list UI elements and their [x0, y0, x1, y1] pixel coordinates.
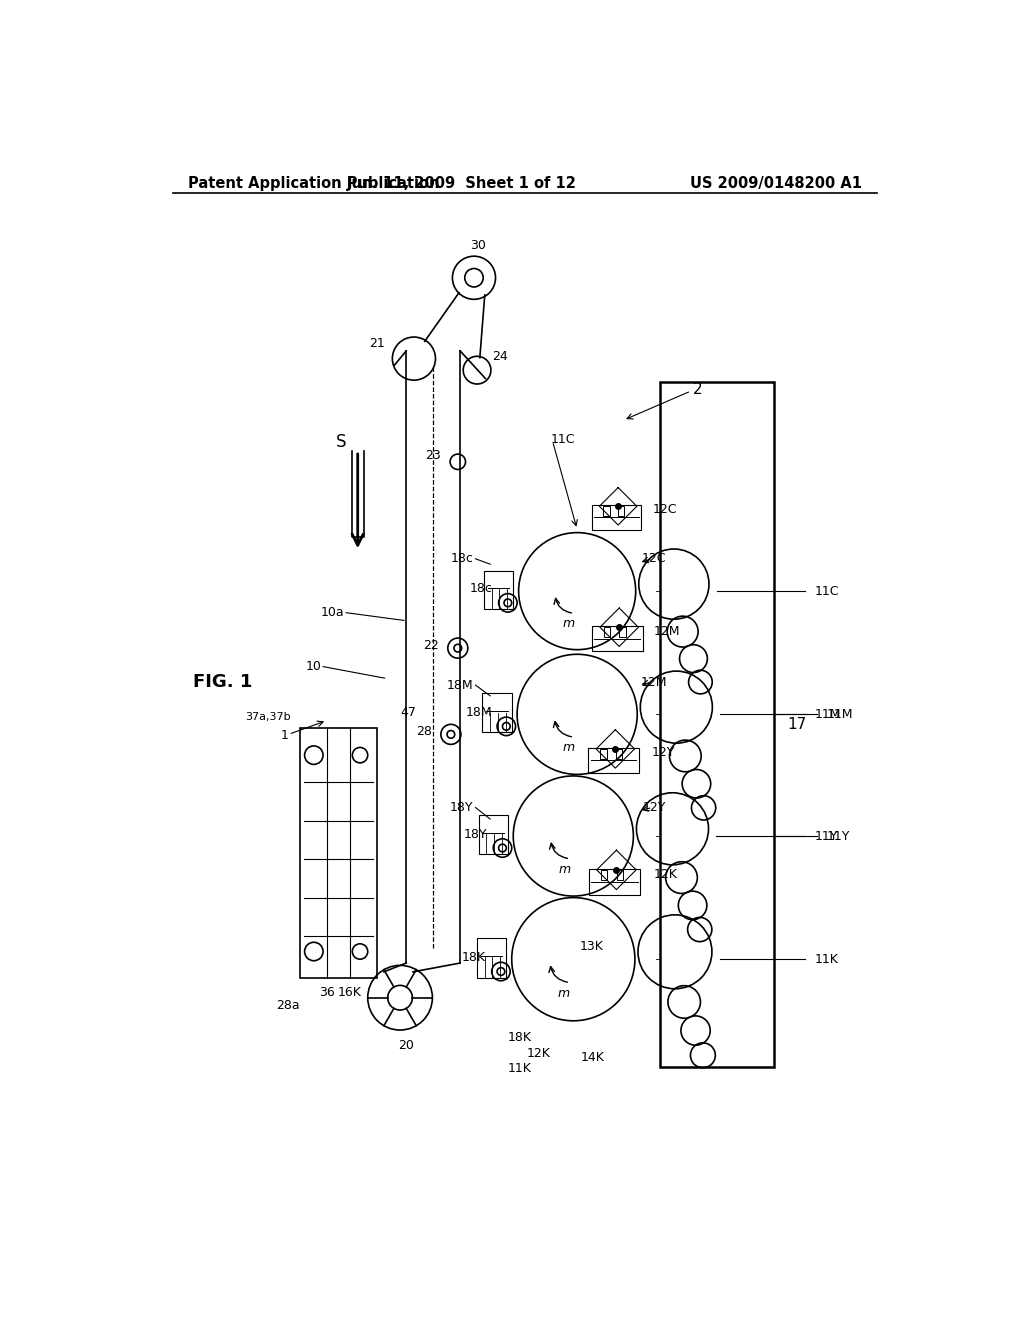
Text: 21: 21 [369, 337, 385, 350]
Text: Jun. 11, 2009  Sheet 1 of 12: Jun. 11, 2009 Sheet 1 of 12 [347, 177, 577, 191]
Text: m: m [562, 741, 574, 754]
Bar [482, 693, 512, 733]
Text: 10: 10 [305, 660, 322, 673]
Text: 11Y: 11Y [814, 829, 838, 842]
Text: 18M: 18M [466, 706, 493, 719]
Bar [620, 627, 626, 638]
Text: m: m [558, 862, 570, 875]
Bar [589, 869, 640, 895]
Text: 18Y: 18Y [464, 828, 487, 841]
Text: 11C: 11C [550, 433, 574, 446]
Bar [300, 729, 377, 978]
Text: 12Y: 12Y [642, 801, 666, 814]
Text: 28: 28 [416, 725, 432, 738]
Bar [618, 506, 625, 516]
Text: 12M: 12M [654, 624, 681, 638]
Text: S: S [336, 433, 346, 450]
Bar [484, 570, 513, 609]
Text: 11Y: 11Y [826, 829, 850, 842]
Bar [616, 870, 623, 880]
Text: 11M: 11M [826, 708, 853, 721]
Text: 12Y: 12Y [651, 746, 675, 759]
Bar [604, 627, 610, 638]
Text: 14K: 14K [581, 1051, 604, 1064]
Text: 12M: 12M [641, 676, 668, 689]
Bar [592, 506, 641, 529]
Text: 30: 30 [470, 239, 485, 252]
Text: 12C: 12C [642, 552, 667, 565]
Text: 18M: 18M [446, 678, 473, 692]
Text: 12K: 12K [526, 1047, 551, 1060]
Text: 17: 17 [787, 717, 807, 731]
Bar [600, 748, 606, 759]
Text: m: m [558, 986, 570, 999]
Text: 36: 36 [319, 986, 335, 999]
Text: US 2009/0148200 A1: US 2009/0148200 A1 [690, 177, 862, 191]
Text: 18Y: 18Y [450, 801, 473, 814]
Text: 13K: 13K [580, 940, 604, 953]
Text: 28a: 28a [276, 999, 300, 1012]
Text: 47: 47 [400, 706, 417, 719]
Text: 11K: 11K [508, 1063, 531, 1074]
Text: 11M: 11M [814, 708, 841, 721]
Bar [660, 381, 774, 1067]
Text: 18c: 18c [469, 582, 493, 595]
Text: 16K: 16K [338, 986, 361, 999]
Text: 11C: 11C [814, 585, 839, 598]
Text: 24: 24 [493, 350, 508, 363]
Bar [615, 748, 622, 759]
Text: 18K: 18K [508, 1031, 531, 1044]
Bar [478, 814, 508, 854]
Text: 12K: 12K [653, 869, 678, 880]
Text: Patent Application Publication: Patent Application Publication [188, 177, 440, 191]
Bar [592, 626, 643, 651]
Text: 23: 23 [425, 449, 441, 462]
Text: 22: 22 [423, 639, 438, 652]
Bar [601, 870, 607, 880]
Text: 18K: 18K [462, 952, 486, 964]
Text: 20: 20 [398, 1039, 414, 1052]
Text: 37a,37b: 37a,37b [245, 711, 291, 722]
Text: 10a: 10a [321, 606, 345, 619]
Bar [603, 506, 609, 516]
Text: 18c: 18c [451, 552, 473, 565]
Text: 1: 1 [281, 730, 289, 742]
Bar [477, 937, 506, 978]
Text: m: m [562, 616, 574, 630]
Text: 11K: 11K [814, 953, 839, 966]
Text: 12C: 12C [652, 503, 677, 516]
Text: FIG. 1: FIG. 1 [194, 673, 253, 690]
Bar [589, 747, 639, 774]
Text: 2: 2 [692, 381, 702, 397]
